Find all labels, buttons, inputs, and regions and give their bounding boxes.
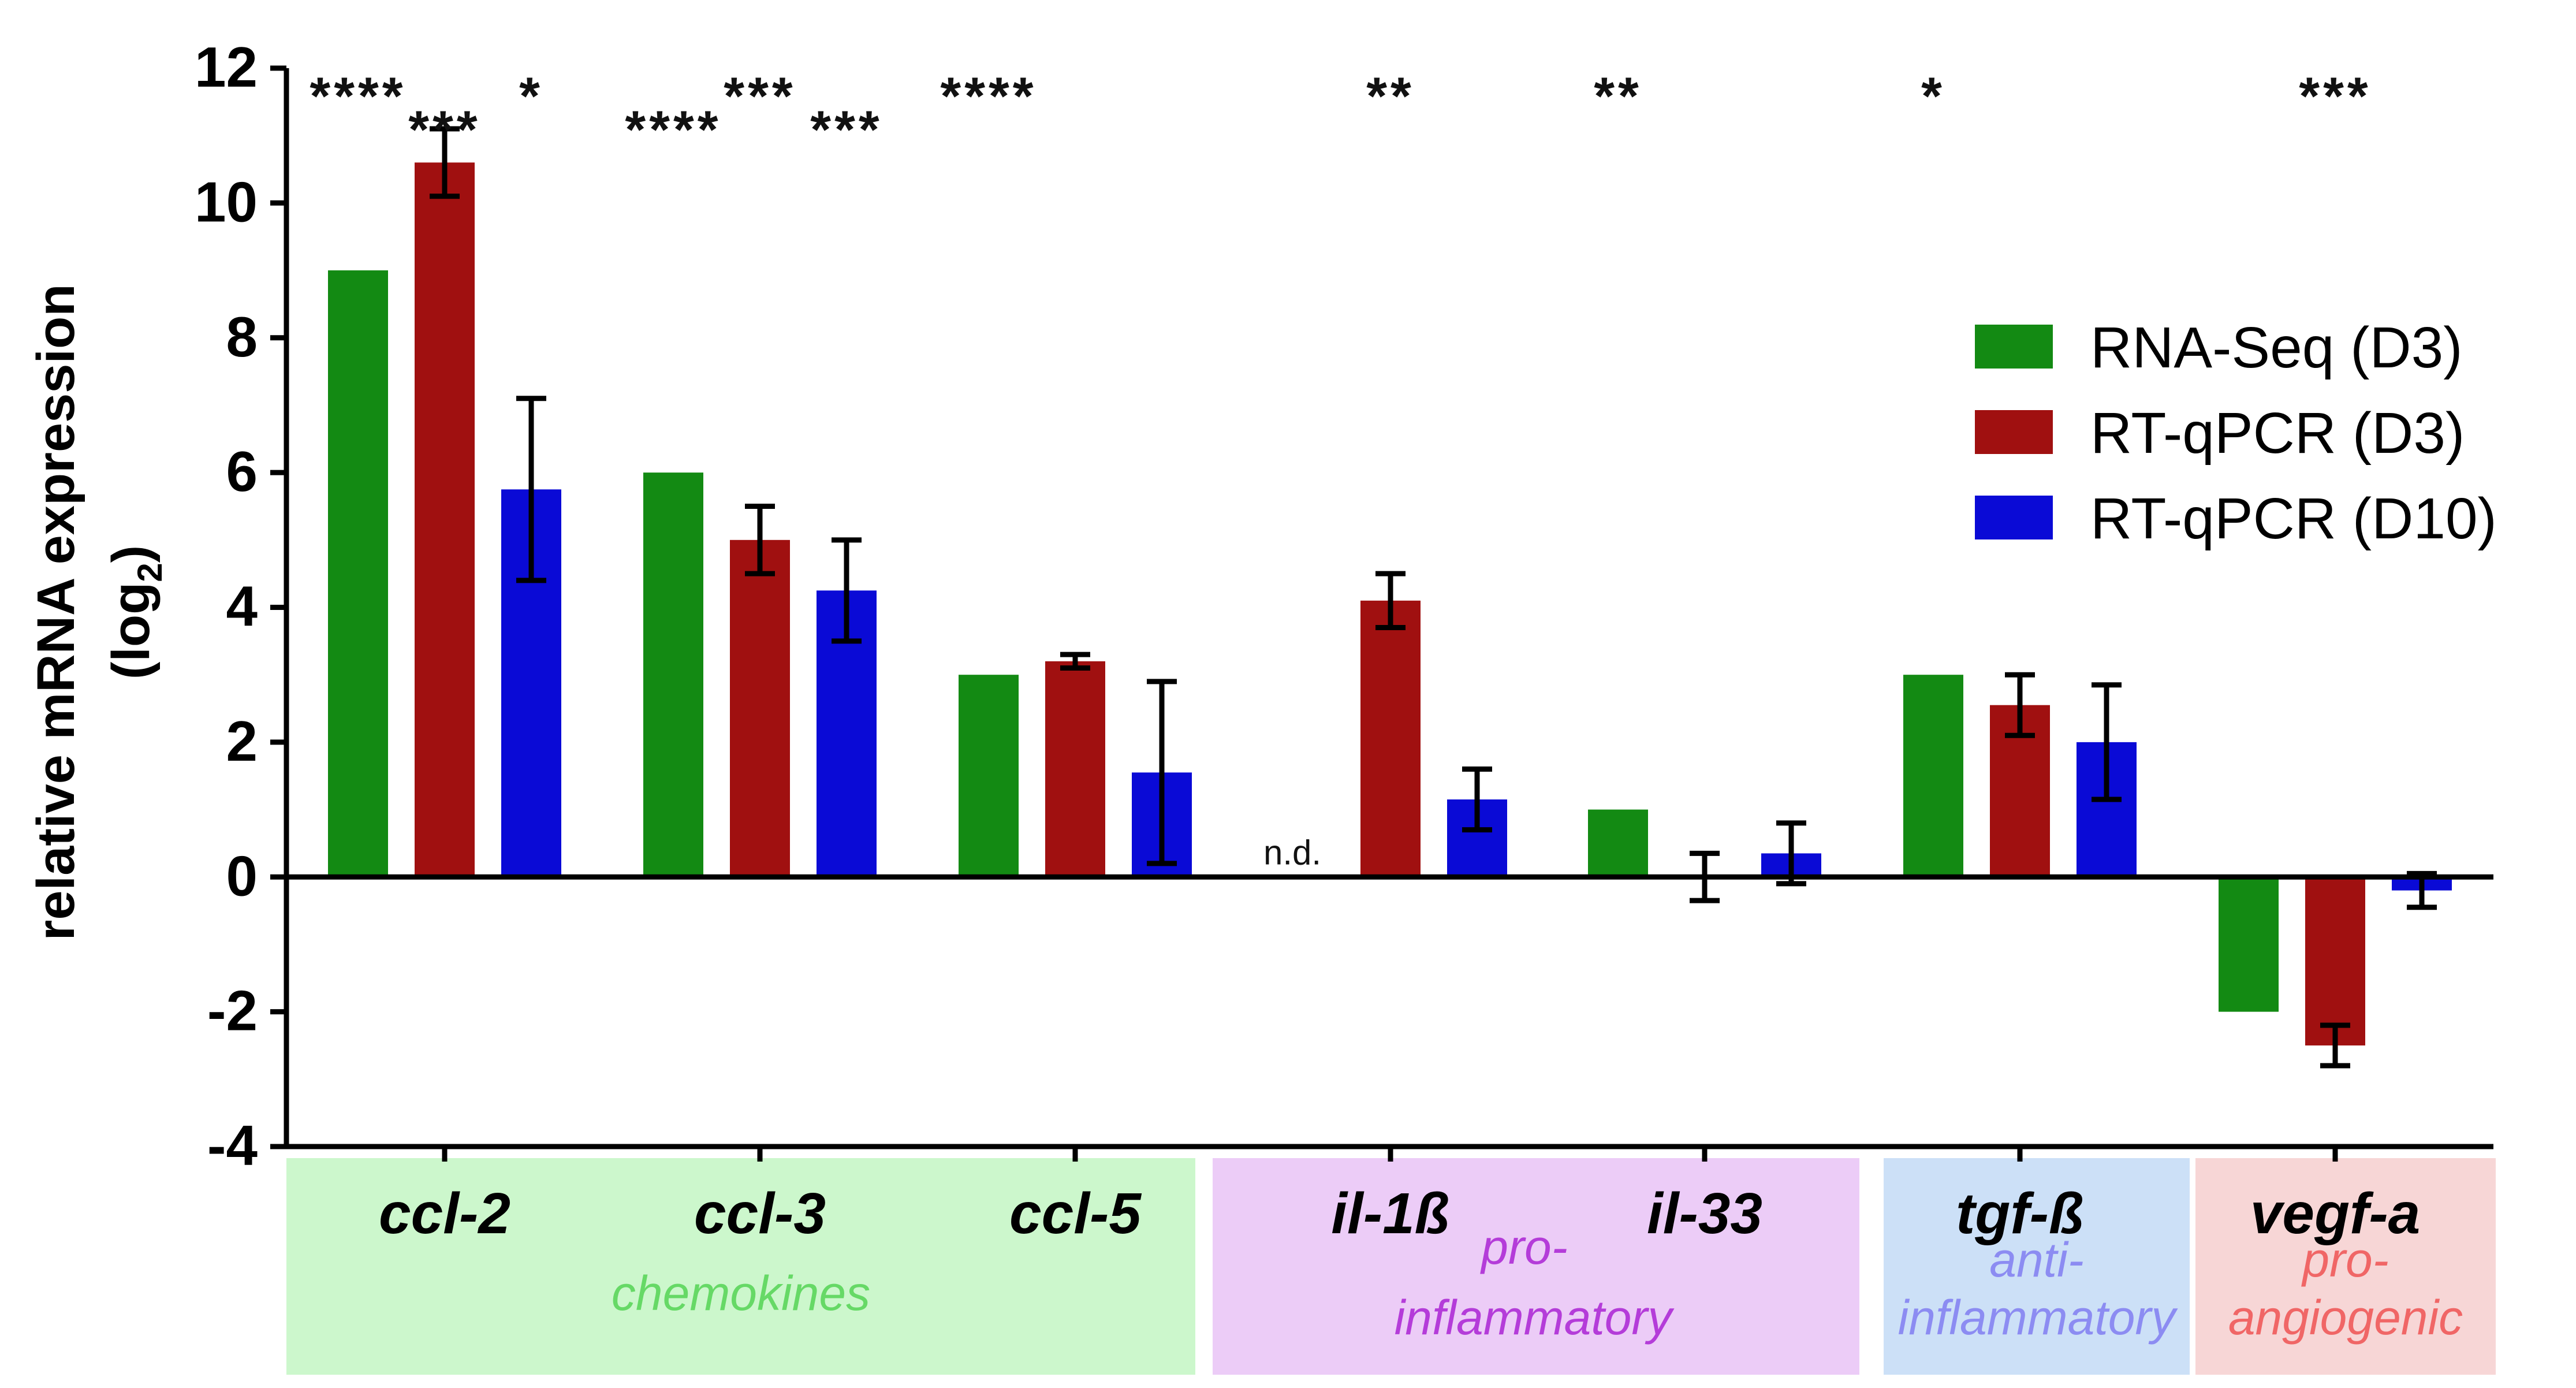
significance-ccl-2-1: *** xyxy=(408,101,480,159)
bar-ccl-2-0 xyxy=(328,270,388,877)
bars xyxy=(328,126,2452,1069)
error-bar-ccl-3-2 xyxy=(832,537,862,644)
group-label-2-line-1: inflammatory xyxy=(1898,1290,2179,1345)
significance-ccl-2-0: **** xyxy=(310,67,406,126)
significance-il-1ß-1: ** xyxy=(1366,67,1415,126)
group-label-1-line-1: inflammatory xyxy=(1395,1290,1675,1345)
bar-vegf-a-1 xyxy=(2305,877,2365,1045)
significance-ccl-5-0: **** xyxy=(940,67,1037,126)
axes: -4 -2 0 2 4 6 8 10 12 xyxy=(195,35,2493,1177)
error-bar-il-1ß-1 xyxy=(1375,571,1406,631)
bar-ccl-5-1 xyxy=(1045,661,1105,877)
error-bar-ccl-2-2 xyxy=(516,396,546,583)
y-tick-label--4: -4 xyxy=(207,1114,258,1177)
significance-tgf-ß-0: * xyxy=(1921,67,1945,126)
category-label-ccl-3: ccl-3 xyxy=(694,1181,826,1246)
group-label-1-line-0: pro- xyxy=(1479,1220,1567,1274)
legend-item-1: RT-qPCR (D3) xyxy=(1975,401,2465,466)
y-tick-label-0: 0 xyxy=(226,844,258,907)
bar-vegf-a-0 xyxy=(2219,877,2279,1012)
legend-swatch-0 xyxy=(1975,325,2053,369)
group-box-2 xyxy=(1884,1158,2190,1375)
error-bar-ccl-5-2 xyxy=(1147,679,1177,866)
legend-swatch-1 xyxy=(1975,410,2053,454)
group-box-3 xyxy=(2195,1158,2496,1375)
category-label-vegf-a: vegf-a xyxy=(2250,1181,2421,1246)
group-label-3-line-1: angiogenic xyxy=(2228,1290,2463,1345)
significance-il-33-0: ** xyxy=(1594,67,1642,126)
significance-ccl-2-2: * xyxy=(519,67,543,126)
y-axis-title-line2: (log2) xyxy=(102,545,169,680)
legend-item-0: RNA-Seq (D3) xyxy=(1975,315,2463,380)
category-label-tgf-ß: tgf-ß xyxy=(1956,1181,2084,1246)
error-bar-tgf-ß-2 xyxy=(2092,682,2122,802)
y-axis-title-line1: relative mRNA expression xyxy=(27,284,85,941)
category-groups: chemokinespro-inflammatoryanti-inflammat… xyxy=(286,1158,2496,1375)
error-bar-vegf-a-1 xyxy=(2320,1022,2350,1069)
legend-label-1: RT-qPCR (D3) xyxy=(2090,401,2465,466)
group-box-1 xyxy=(1213,1158,1859,1375)
annotation-nd: n.d. xyxy=(1263,833,1321,872)
labels: ************ ** ******* ** *******n.d.ccl-2 c… xyxy=(27,67,2420,1246)
legend: RNA-Seq (D3) RT-qPCR (D3) RT-qPCR (D10) xyxy=(1975,315,2497,551)
significance-ccl-3-2: *** xyxy=(810,101,882,159)
error-bar-il-1ß-2 xyxy=(1462,766,1492,833)
legend-label-2: RT-qPCR (D10) xyxy=(2090,486,2497,551)
group-label-0-line-0: chemokines xyxy=(612,1266,870,1320)
category-label-ccl-5: ccl-5 xyxy=(1009,1181,1142,1246)
error-bar-il-33-2 xyxy=(1776,820,1806,887)
y-tick-label-4: 4 xyxy=(226,575,258,638)
y-tick-label--2: -2 xyxy=(207,979,258,1043)
category-label-il-33: il-33 xyxy=(1647,1181,1762,1246)
y-tick-label-6: 6 xyxy=(226,440,258,503)
bar-ccl-3-1 xyxy=(730,539,790,877)
legend-swatch-2 xyxy=(1975,496,2053,539)
significance-ccl-3-1: *** xyxy=(724,67,796,126)
bar-tgf-ß-0 xyxy=(1903,675,1963,877)
group-box-0 xyxy=(286,1158,1195,1375)
group-label-2-line-0: anti- xyxy=(1989,1233,2083,1287)
bar-ccl-5-0 xyxy=(959,675,1019,877)
significance-vegf-a-1: *** xyxy=(2299,67,2371,126)
error-bar-ccl-2-1 xyxy=(430,126,460,199)
error-bar-tgf-ß-1 xyxy=(2005,672,2035,738)
bar-ccl-2-1 xyxy=(415,162,475,877)
bar-il-1ß-1 xyxy=(1360,600,1421,877)
error-bar-ccl-3-1 xyxy=(745,503,775,576)
legend-label-0: RNA-Seq (D3) xyxy=(2090,315,2463,380)
significance-ccl-3-0: **** xyxy=(625,101,721,159)
bar-ccl-3-0 xyxy=(643,472,703,877)
group-label-3-line-0: pro- xyxy=(2301,1233,2388,1287)
bar-il-33-0 xyxy=(1588,809,1648,877)
y-tick-label-2: 2 xyxy=(226,709,258,773)
legend-item-2: RT-qPCR (D10) xyxy=(1975,486,2497,551)
y-tick-label-10: 10 xyxy=(195,170,258,233)
category-label-il-1ß: il-1ß xyxy=(1331,1181,1450,1246)
category-label-ccl-2: ccl-2 xyxy=(379,1181,510,1246)
y-tick-label-8: 8 xyxy=(226,305,258,369)
y-tick-label-12: 12 xyxy=(195,35,258,99)
error-bar-ccl-5-1 xyxy=(1060,652,1090,671)
